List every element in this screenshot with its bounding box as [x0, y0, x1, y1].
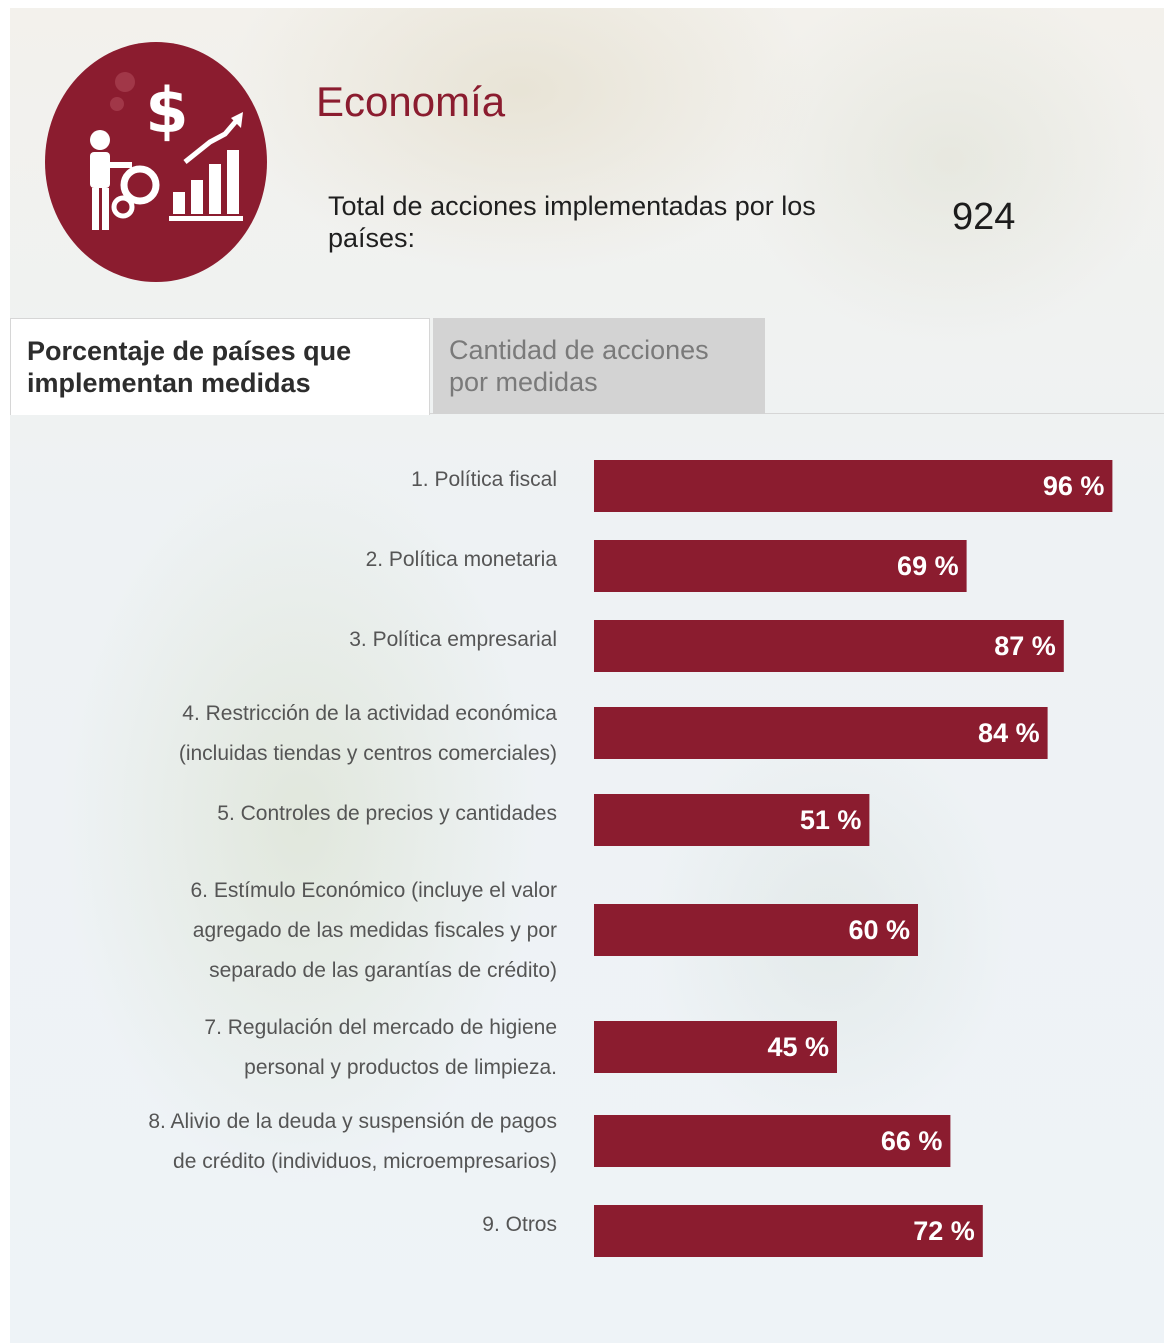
total-actions-label: Total de acciones implementadas por los … — [328, 191, 816, 253]
bar-5 — [594, 794, 870, 846]
bar-1 — [594, 460, 1113, 512]
bar-7 — [594, 1021, 837, 1073]
category-label-9: 9. Otros — [482, 1213, 557, 1236]
bar-8 — [594, 1115, 951, 1167]
category-label-5: 5. Controles de precios y cantidades — [217, 802, 557, 825]
bar-value-label-8: 66 % — [881, 1126, 943, 1156]
bar-6 — [594, 904, 918, 956]
page-title: Economía — [316, 78, 506, 125]
category-label-4-line-2: (incluidas tiendas y centros comerciales… — [179, 742, 557, 765]
measures-bar-chart: 96 % 1. Política fiscal 69 % 2. Política mo… — [148, 460, 1113, 1257]
category-label-1: 1. Política fiscal — [411, 468, 557, 491]
category-label-4-line-1: 4. Restricción de la actividad económica — [182, 702, 557, 725]
bar-value-label-6: 60 % — [848, 915, 910, 945]
bar-value-label-7: 45 % — [767, 1032, 829, 1062]
category-label-7-line-2: personal y productos de limpieza. — [244, 1056, 557, 1079]
bar-9 — [594, 1205, 983, 1257]
bar-value-label-2: 69 % — [897, 551, 959, 581]
total-actions-value: 924 — [952, 196, 1016, 238]
bar-2 — [594, 540, 967, 592]
bar-value-label-5: 51 % — [800, 805, 862, 835]
bar-3 — [594, 620, 1064, 672]
svg-text:$: $ — [145, 74, 188, 147]
bar-value-label-9: 72 % — [913, 1216, 975, 1246]
category-label-8-line-2: de crédito (individuos, microempresarios… — [173, 1150, 557, 1173]
economy-icon: $ — [45, 42, 267, 282]
left-border — [0, 0, 10, 1343]
bar-value-label-4: 84 % — [978, 718, 1040, 748]
category-label-6-line-3: separado de las garantías de crédito) — [209, 959, 557, 982]
category-label-3: 3. Política empresarial — [349, 628, 557, 651]
bar-4 — [594, 707, 1048, 759]
right-border — [1164, 0, 1174, 1343]
category-label-8-line-1: 8. Alivio de la deuda y suspensión de pa… — [148, 1110, 557, 1133]
category-label-6-line-2: agregado de las medidas fiscales y por — [193, 919, 557, 942]
tab-percentage-countries[interactable]: Porcentaje de países que implementan med… — [10, 318, 430, 415]
category-label-6-line-1: 6. Estímulo Económico (incluye el valor — [191, 879, 558, 902]
tab-action-count[interactable]: Cantidad de acciones por medidas — [433, 318, 765, 414]
bar-value-label-3: 87 % — [994, 631, 1056, 661]
top-border — [0, 0, 1174, 8]
category-label-2: 2. Política monetaria — [366, 548, 558, 571]
category-label-7-line-1: 7. Regulación del mercado de higiene — [204, 1016, 557, 1039]
bar-value-label-1: 96 % — [1043, 471, 1105, 501]
